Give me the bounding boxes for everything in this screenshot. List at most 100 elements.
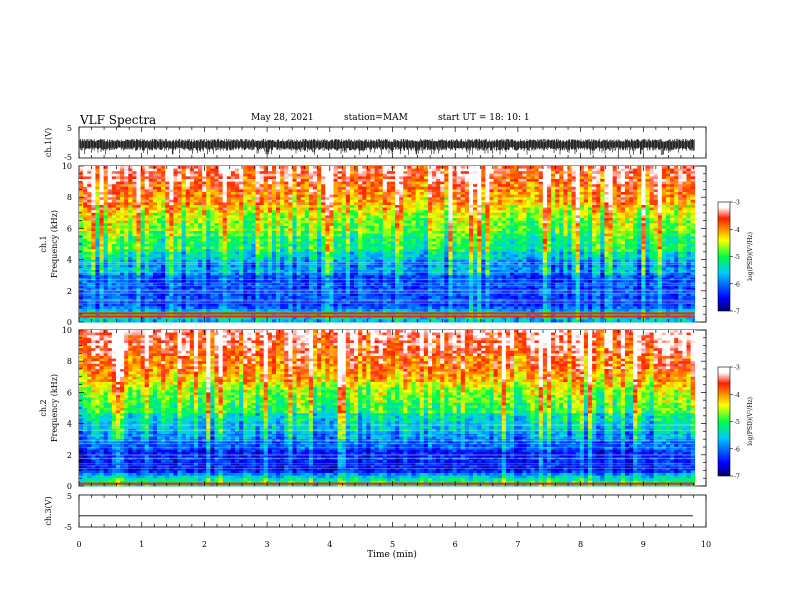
spectrogram-cell bbox=[136, 199, 141, 203]
spectrogram-cell bbox=[374, 192, 380, 195]
spectrogram-cell bbox=[198, 246, 203, 250]
spectrogram-cell bbox=[633, 218, 638, 221]
spectrogram-cell bbox=[198, 212, 203, 216]
spectrogram-cell bbox=[534, 210, 540, 214]
spectrogram-cell bbox=[144, 168, 150, 172]
spectrogram-cell bbox=[579, 194, 585, 198]
spectrogram-cell bbox=[169, 199, 174, 203]
spectrogram-cell bbox=[124, 189, 129, 193]
spectrogram-cell bbox=[382, 228, 388, 232]
spectrogram-cell bbox=[612, 244, 618, 247]
spectrogram-cell bbox=[477, 215, 482, 219]
spectrogram-cell bbox=[633, 231, 638, 234]
spectrogram-cell bbox=[583, 189, 589, 193]
spectrogram-cell bbox=[583, 207, 589, 211]
spectrogram-cell bbox=[522, 236, 527, 240]
spectrogram-cell bbox=[243, 166, 248, 169]
spectrogram-cell bbox=[382, 249, 388, 253]
spectrogram-cell bbox=[263, 192, 269, 195]
spectrogram-cell bbox=[460, 173, 466, 177]
spectrogram-cell bbox=[95, 176, 100, 180]
spectrogram-cell bbox=[526, 238, 531, 242]
spectrogram-cell bbox=[444, 184, 449, 188]
spectrogram-cell bbox=[103, 233, 109, 237]
spectrogram-cell bbox=[99, 218, 105, 221]
spectrogram-cell bbox=[555, 168, 560, 172]
spectrogram-cell bbox=[460, 225, 466, 229]
spectrogram-cell bbox=[276, 218, 281, 221]
spectrogram-cell bbox=[477, 241, 482, 245]
spectrogram-cell bbox=[300, 176, 306, 180]
spectrogram-cell bbox=[575, 192, 581, 195]
spectrogram-cell bbox=[276, 186, 281, 190]
spectrogram-cell bbox=[263, 179, 269, 182]
spectrogram-cell bbox=[115, 181, 121, 185]
spectrogram-cell bbox=[300, 228, 306, 232]
spectrogram-cell bbox=[571, 241, 577, 245]
spectrogram-cell bbox=[497, 233, 503, 237]
spectrogram-cell bbox=[144, 171, 150, 175]
spectrogram-cell bbox=[661, 186, 667, 190]
spectrogram-cell bbox=[546, 244, 552, 247]
spectrogram-cell bbox=[493, 179, 499, 182]
spectrogram-cell bbox=[115, 199, 121, 203]
spectrogram-cell bbox=[637, 210, 642, 214]
spectrogram-cell bbox=[321, 181, 326, 185]
spectrogram-cell bbox=[460, 231, 466, 234]
spectrogram-cell bbox=[386, 218, 392, 221]
spectrogram-cell bbox=[530, 189, 536, 193]
spectrogram-cell bbox=[436, 199, 441, 203]
spectrogram-cell bbox=[165, 189, 170, 193]
spectrogram-cell bbox=[354, 179, 359, 182]
spectrogram-cell bbox=[243, 215, 248, 219]
spectrogram-cell bbox=[341, 207, 347, 211]
spectrogram-cell bbox=[436, 205, 441, 208]
spectrogram-cell bbox=[124, 176, 129, 180]
spectrogram-cell bbox=[95, 181, 100, 185]
spectrogram-cell bbox=[79, 189, 84, 193]
spectrogram-cell bbox=[87, 186, 92, 190]
spectrogram-cell bbox=[181, 225, 187, 229]
spectrogram-cell bbox=[337, 202, 343, 206]
spectrogram-cell bbox=[620, 176, 626, 180]
spectrogram-cell bbox=[148, 231, 154, 234]
spectrogram-cell bbox=[91, 179, 96, 182]
spectrogram-cell bbox=[551, 220, 556, 224]
spectrogram-cell bbox=[362, 173, 367, 177]
spectrogram-cell bbox=[202, 249, 207, 253]
spectrogram-cell bbox=[604, 181, 609, 185]
spectrogram-cell bbox=[555, 225, 560, 229]
spectrogram-cell bbox=[276, 238, 281, 242]
spectrogram-cell bbox=[95, 189, 100, 193]
spectrogram-cell bbox=[354, 173, 359, 177]
spectrogram-cell bbox=[354, 202, 359, 206]
spectrogram-cell bbox=[452, 186, 458, 190]
spectrogram-cell bbox=[629, 207, 634, 211]
spectrogram-cell bbox=[518, 168, 523, 172]
spectrogram-cell bbox=[419, 186, 425, 190]
spectrogram-cell bbox=[345, 181, 351, 185]
spectrogram-cell bbox=[317, 186, 322, 190]
spectrogram-cell bbox=[616, 189, 622, 193]
spectrogram-cell bbox=[259, 197, 265, 201]
spectrogram-cell bbox=[612, 210, 618, 214]
spectrogram-cell bbox=[567, 246, 572, 250]
spectrogram-cell bbox=[670, 244, 675, 247]
spectrogram-cell bbox=[514, 171, 519, 175]
spectrogram-cell bbox=[120, 207, 125, 211]
spectrogram-cell bbox=[411, 207, 416, 211]
spectrogram-cell bbox=[284, 228, 289, 232]
spectrogram-cell bbox=[645, 220, 650, 224]
spectrogram-cell bbox=[473, 205, 478, 208]
spectrogram-cell bbox=[641, 236, 646, 240]
spectrogram-cell bbox=[583, 197, 589, 201]
spectrogram-cell bbox=[259, 212, 265, 216]
spectrogram-cell bbox=[214, 241, 219, 245]
spectrogram-cell bbox=[177, 197, 183, 201]
spectrogram-cell bbox=[657, 236, 663, 240]
spectrogram-cell bbox=[411, 210, 416, 214]
spectrogram-cell bbox=[169, 197, 174, 201]
spectrogram-cell bbox=[202, 207, 207, 211]
spectrogram-cell bbox=[538, 179, 544, 182]
spectrogram-cell bbox=[678, 225, 683, 229]
